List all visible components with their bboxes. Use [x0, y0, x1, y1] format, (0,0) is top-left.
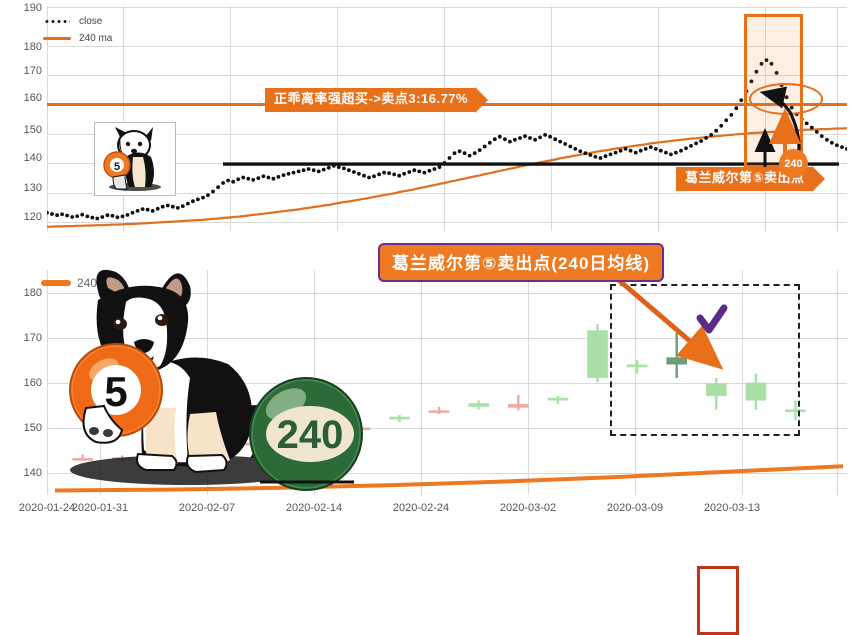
bottom-xtick-3: 2020-02-14 — [274, 502, 354, 514]
bottom-ytick-180: 180 — [2, 287, 42, 299]
bottom-ytick-140: 140 — [2, 467, 42, 479]
chart-title-box: 葛兰威尔第⑤卖出点(240日均线) — [378, 243, 664, 282]
bottom-xtick-6: 2020-03-09 — [595, 502, 675, 514]
sell-candle-highlight-box — [697, 566, 739, 635]
ma240-circle-badge: 240 — [779, 149, 808, 178]
legend-label-close: close — [79, 16, 102, 27]
top-chart-svg — [47, 6, 847, 231]
bottom-ytick-160: 160 — [2, 377, 42, 389]
candle-body — [468, 403, 489, 407]
top-ytick-190: 190 — [2, 2, 42, 14]
top-ytick-160: 160 — [2, 92, 42, 104]
dog-illustration: 5 240 — [38, 258, 368, 498]
top-ytick-120: 120 — [2, 211, 42, 223]
svg-text:5: 5 — [114, 161, 120, 173]
bottom-xtick-4: 2020-02-24 — [381, 502, 461, 514]
dog-illustration-art: 5 240 — [38, 258, 368, 498]
bottom-ytick-170: 170 — [2, 332, 42, 344]
legend-row-ma240: 240 ma — [42, 31, 112, 45]
candle-body — [548, 398, 569, 401]
top-ytick-140: 140 — [2, 152, 42, 164]
top-chart-panel: 190 180 170 160 150 140 130 120 — [0, 0, 854, 238]
legend-label-ma240: 240 ma — [79, 33, 112, 44]
banner-arrow-tip-icon — [475, 87, 488, 113]
focus-region-box — [610, 284, 800, 436]
peak-marker-ellipse — [749, 83, 823, 115]
bottom-xtick-2: 2020-02-07 — [167, 502, 247, 514]
top-ytick-150: 150 — [2, 124, 42, 136]
top-plot-area — [47, 6, 847, 231]
candle-body — [587, 330, 608, 378]
bottom-ytick-150: 150 — [2, 422, 42, 434]
top-ytick-170: 170 — [2, 65, 42, 77]
dog-thumbnail-art: 5 — [95, 123, 173, 193]
figure-root: 190 180 170 160 150 140 130 120 — [0, 0, 854, 520]
sell-banner-arrow-tip-icon — [812, 166, 825, 192]
bottom-xtick-5: 2020-03-02 — [488, 502, 568, 514]
dog-thumbnail-box: 5 — [94, 122, 176, 196]
close-dotted-key-icon — [42, 15, 72, 27]
ma240-line-key-icon — [42, 32, 72, 44]
top-legend: close 240 ma — [42, 14, 112, 48]
bottom-xtick-1: 2020-01-31 — [60, 502, 140, 514]
candle-body — [389, 417, 410, 420]
top-ytick-130: 130 — [2, 182, 42, 194]
candle-body — [508, 404, 529, 408]
legend-row-close: close — [42, 14, 112, 28]
svg-text:240: 240 — [277, 413, 344, 457]
svg-text:5: 5 — [104, 368, 127, 415]
candle-body — [429, 410, 450, 413]
top-ytick-180: 180 — [2, 41, 42, 53]
overbought-banner: 正乖离率强超买->卖点3:16.77% — [265, 87, 488, 113]
bottom-xtick-7: 2020-03-13 — [692, 502, 772, 514]
overbought-banner-text: 正乖离率强超买->卖点3:16.77% — [265, 88, 475, 111]
